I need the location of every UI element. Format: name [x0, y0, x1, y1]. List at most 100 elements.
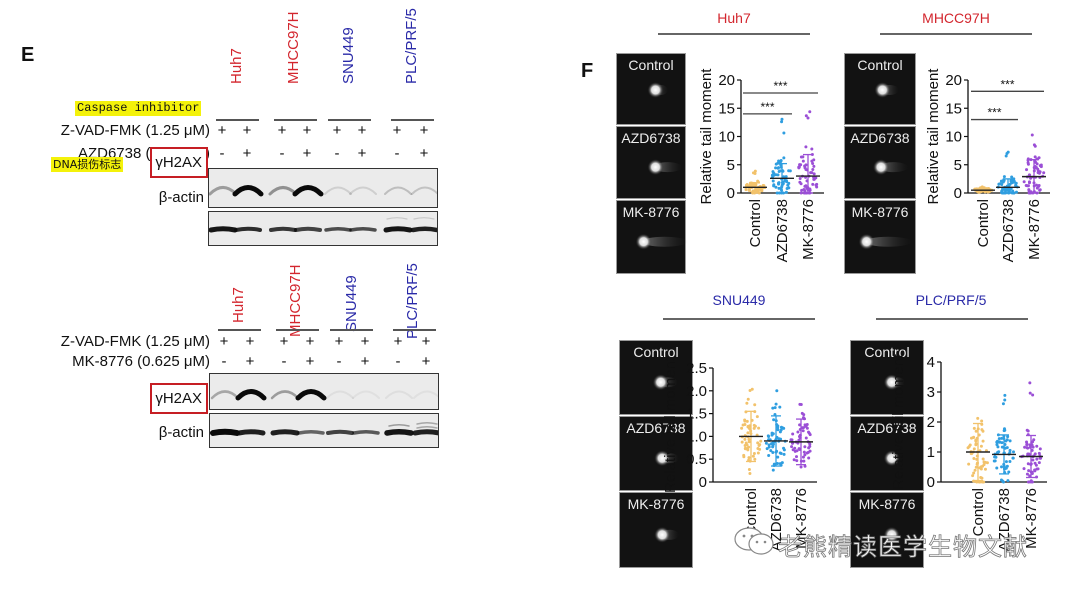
svg-text:Control: Control — [743, 488, 760, 536]
treatment-sign: + — [360, 333, 370, 350]
svg-text:MK-8776: MK-8776 — [800, 199, 817, 260]
svg-text:10: 10 — [718, 129, 735, 146]
comet-image-control: Control — [844, 53, 916, 125]
treatment-sign: + — [419, 122, 429, 139]
blot1-gh2ax-image — [208, 168, 438, 208]
panel-f-letter: F — [581, 60, 594, 82]
comet-label: AZD6738 — [621, 130, 681, 146]
svg-text:1: 1 — [927, 444, 935, 461]
group-title-snu449: SNU449 — [712, 292, 766, 308]
comet-label: Control — [857, 57, 903, 73]
panel-e-letter: E — [21, 44, 35, 66]
group-line — [391, 119, 434, 121]
treatment-sign: + — [219, 333, 229, 350]
comet-label: AZD6738 — [626, 420, 686, 436]
svg-text:Control: Control — [975, 199, 992, 247]
comet-image-control: Control — [619, 340, 693, 415]
blot1-bactin-image — [208, 211, 438, 246]
treatment-sign: - — [336, 353, 342, 370]
comet-label: MK-8776 — [622, 204, 680, 220]
blot2-bactin-image — [209, 413, 439, 448]
treatment-sign: - — [334, 145, 340, 162]
blot2-gh2ax-image — [209, 373, 439, 410]
treatment-sign: + — [334, 333, 344, 350]
wechat-icon — [733, 526, 777, 563]
comet-label: MK-8776 — [627, 496, 685, 512]
mk8776-label: MK-8776 (0.625 μM) — [72, 353, 210, 370]
treatment-sign: + — [305, 353, 315, 370]
treatment-sign: + — [357, 145, 367, 162]
svg-text:0: 0 — [954, 185, 962, 202]
svg-text:2.0: 2.0 — [686, 383, 707, 400]
treatment-sign: + — [217, 122, 227, 139]
svg-text:20: 20 — [718, 72, 735, 89]
treatment-sign: - — [281, 353, 287, 370]
svg-text:10: 10 — [945, 129, 962, 146]
svg-text:***: *** — [1000, 77, 1014, 91]
svg-text:MK-8776: MK-8776 — [1023, 488, 1040, 549]
group-title-plcprf5: PLC/PRF/5 — [915, 292, 987, 308]
treatment-sign: + — [242, 122, 252, 139]
svg-text:Relative tail moment: Relative tail moment — [925, 68, 942, 205]
svg-text:Relative tail moment: Relative tail moment — [698, 68, 715, 205]
svg-text:0: 0 — [927, 474, 935, 491]
svg-text:***: *** — [760, 100, 774, 114]
treatment-sign: + — [393, 333, 403, 350]
treatment-sign: + — [421, 353, 431, 370]
svg-text:AZD6738: AZD6738 — [774, 199, 791, 262]
group-line — [216, 119, 259, 121]
comet-label: MK-8776 — [851, 204, 909, 220]
group-line — [218, 329, 261, 331]
treatment-sign: + — [279, 333, 289, 350]
svg-text:1.0: 1.0 — [686, 428, 707, 445]
group-line — [330, 329, 373, 331]
svg-text:3: 3 — [927, 384, 935, 401]
comet-image-azd6738: AZD6738 — [619, 416, 693, 491]
treatment-sign: + — [419, 145, 429, 162]
treatment-sign: - — [395, 353, 401, 370]
treatment-sign: + — [357, 122, 367, 139]
svg-text:2.5: 2.5 — [686, 360, 707, 377]
comet-label: Control — [628, 57, 674, 73]
comet-image-mk-8776: MK-8776 — [850, 492, 924, 568]
treatment-sign: + — [421, 333, 431, 350]
comet-image-mk-8776: MK-8776 — [844, 200, 916, 274]
treatment-sign: - — [219, 145, 225, 162]
group-line — [880, 33, 1032, 35]
comet-label: MK-8776 — [858, 496, 916, 512]
gh2ax-label-box-2: γH2AX — [150, 383, 208, 414]
svg-text:5: 5 — [954, 157, 962, 174]
gh2ax-label-box-1: γH2AX — [150, 147, 208, 178]
group-line — [276, 329, 319, 331]
treatment-sign: - — [279, 145, 285, 162]
svg-text:0.5: 0.5 — [686, 451, 707, 468]
comet-image-control: Control — [850, 340, 924, 415]
treatment-sign: - — [221, 353, 227, 370]
group-line — [876, 318, 1028, 320]
svg-text:0: 0 — [699, 474, 707, 491]
comet-image-azd6738: AZD6738 — [844, 126, 916, 199]
treatment-sign: + — [305, 333, 315, 350]
treatment-sign: + — [245, 333, 255, 350]
bactin-label: β-actin — [158, 189, 204, 206]
svg-text:***: *** — [773, 79, 787, 93]
watermark-text: 老熊精读医学生物文献 — [778, 534, 1028, 562]
treatment-sign: - — [394, 145, 400, 162]
treatment-sign: + — [392, 122, 402, 139]
svg-text:AZD6738: AZD6738 — [996, 488, 1013, 551]
svg-text:Relative tail moment: Relative tail moment — [662, 356, 679, 493]
treatment-sign: + — [332, 122, 342, 139]
comet-image-mk-8776: MK-8776 — [619, 492, 693, 568]
comet-label: AZD6738 — [857, 420, 917, 436]
caspase-inhibitor-annotation: Caspase inhibitor — [75, 101, 202, 116]
svg-text:AZD6738: AZD6738 — [1000, 199, 1017, 262]
group-line — [328, 119, 371, 121]
comet-label: Control — [864, 344, 910, 360]
comet-image-azd6738: AZD6738 — [850, 416, 924, 491]
group-title-huh7: Huh7 — [717, 10, 751, 26]
treatment-sign: + — [242, 145, 252, 162]
comet-image-mk-8776: MK-8776 — [616, 200, 687, 274]
bactin-label-2: β-actin — [158, 424, 204, 441]
svg-text:0: 0 — [727, 185, 735, 202]
